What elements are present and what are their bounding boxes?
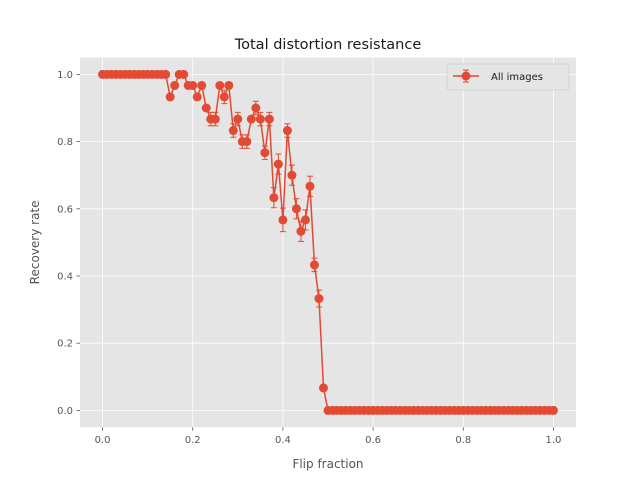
y-axis-ticks: 0.0 0.2 0.4 0.6 0.8 1.0 [57, 70, 80, 417]
y-tick-label: 0.8 [57, 137, 73, 148]
y-tick-label: 0.6 [57, 204, 73, 215]
x-tick-label: 0.8 [455, 435, 471, 446]
data-point [318, 383, 328, 393]
x-tick-label: 0.0 [95, 435, 111, 446]
legend: All images [446, 63, 570, 91]
data-point [309, 260, 319, 270]
y-tick-label: 0.2 [57, 339, 73, 350]
y-tick-label: 0.0 [57, 406, 73, 417]
data-point [548, 405, 558, 415]
data-point [210, 114, 220, 124]
data-point [314, 294, 324, 304]
data-point [165, 92, 175, 102]
data-point [251, 103, 261, 113]
data-point [242, 137, 252, 147]
data-point [215, 80, 225, 90]
y-tick-label: 0.4 [57, 272, 73, 283]
data-point [291, 204, 301, 214]
x-tick-label: 1.0 [546, 435, 562, 446]
data-point [201, 103, 211, 113]
plot-area [80, 57, 576, 428]
data-point [282, 126, 292, 136]
data-point [179, 69, 189, 79]
data-point [296, 226, 306, 236]
data-point [273, 159, 283, 169]
y-axis-label: Recovery rate [28, 200, 42, 284]
data-point [161, 69, 171, 79]
chart-title: Total distortion resistance [234, 37, 422, 53]
data-point [255, 114, 265, 124]
x-tick-label: 0.2 [185, 435, 201, 446]
data-point [278, 215, 288, 225]
x-axis-ticks: 0.0 0.2 0.4 0.6 0.8 1.0 [95, 427, 562, 446]
legend-label: All images [491, 72, 543, 83]
data-point [192, 92, 202, 102]
data-point [269, 193, 279, 203]
y-tick-label: 1.0 [57, 70, 73, 81]
data-point [197, 80, 207, 90]
data-point [305, 181, 315, 191]
data-point [287, 170, 297, 180]
data-point [233, 114, 243, 124]
data-point [224, 80, 234, 90]
x-axis-label: Flip fraction [292, 457, 363, 471]
data-point [219, 92, 229, 102]
series-all-images [98, 69, 558, 415]
x-tick-label: 0.6 [365, 435, 381, 446]
grid [80, 57, 576, 428]
legend-point-marker [461, 71, 471, 81]
data-point [300, 215, 310, 225]
data-point [260, 148, 270, 158]
data-point [264, 114, 274, 124]
x-tick-label: 0.4 [275, 435, 291, 446]
legend-box [446, 63, 570, 91]
data-point [228, 126, 238, 136]
data-point [188, 80, 198, 90]
data-point [246, 114, 256, 124]
data-point [170, 80, 180, 90]
